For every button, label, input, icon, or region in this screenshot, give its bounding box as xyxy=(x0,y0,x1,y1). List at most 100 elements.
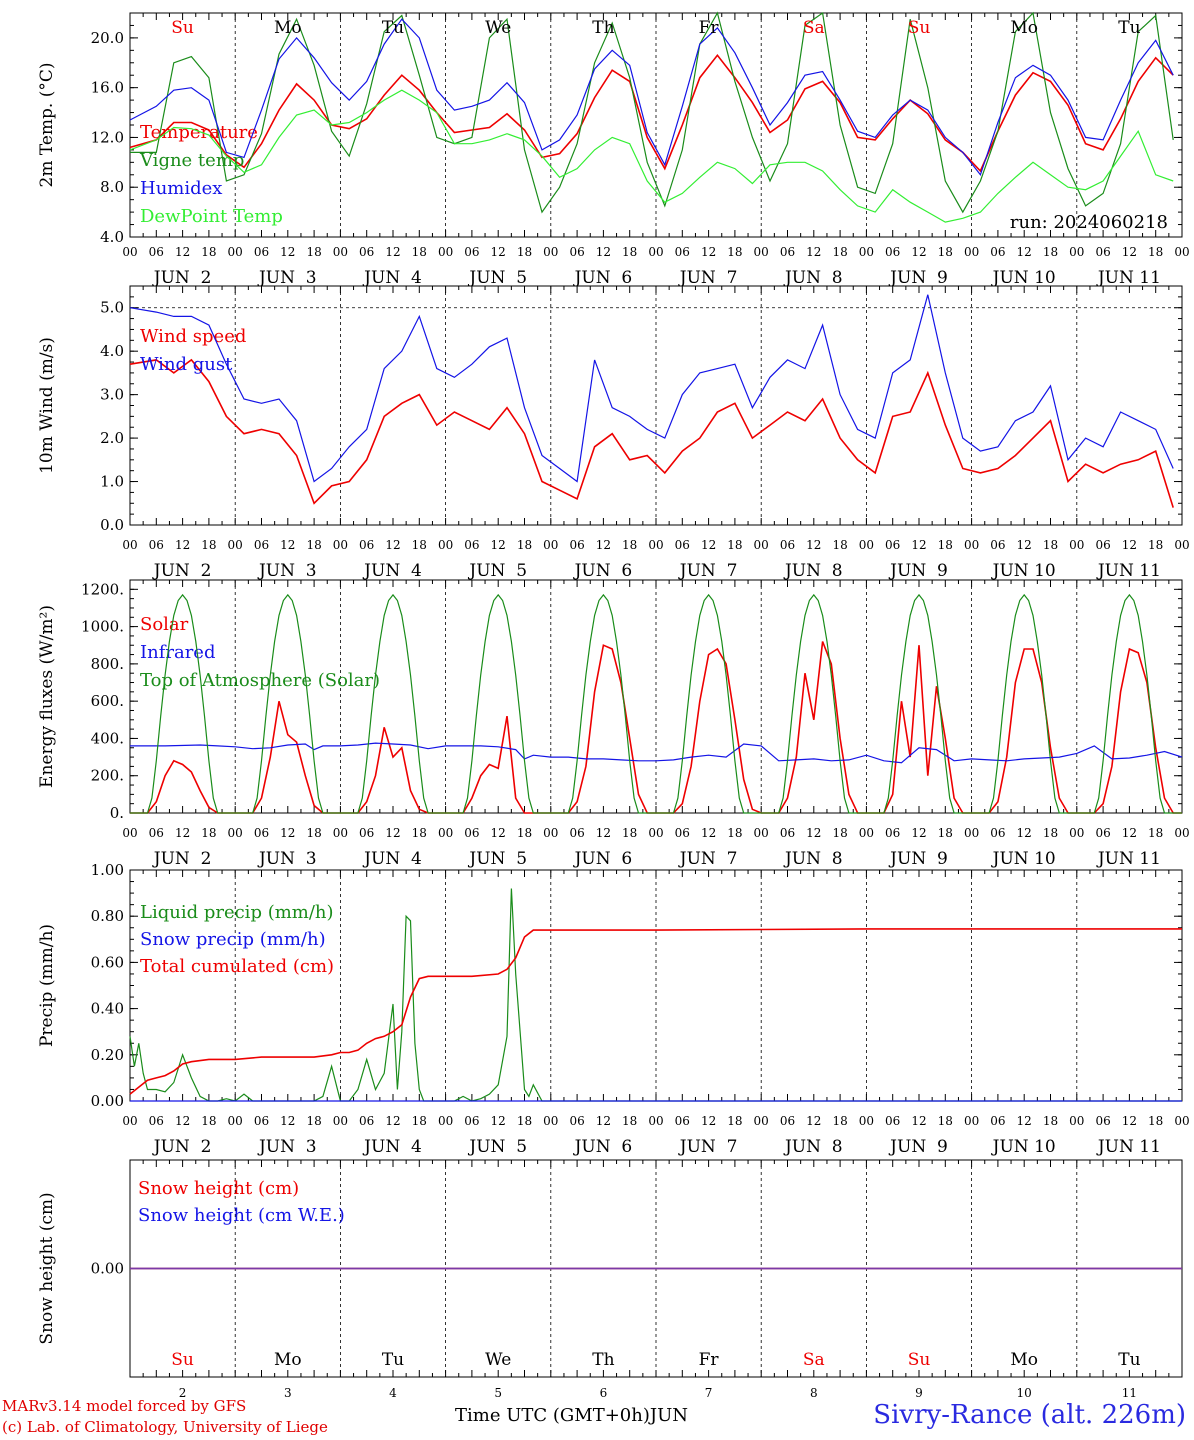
x-tick-label: 06 xyxy=(569,538,584,552)
y-tick-label: 0.00 xyxy=(91,1092,124,1110)
x-tick-label: 12 xyxy=(911,1114,926,1128)
x-tick-label: 18 xyxy=(832,245,847,259)
x-tick-label: 18 xyxy=(201,538,216,552)
x-tick-label: 18 xyxy=(622,1114,637,1128)
x-tick-label: 12 xyxy=(596,1114,611,1128)
x-tick-label: 00 xyxy=(228,245,243,259)
x-tick-label: 06 xyxy=(990,1114,1005,1128)
day-of-week-label: Fr xyxy=(699,1350,720,1370)
y-axis-label: 10m Wind (m/s) xyxy=(37,337,57,474)
x-tick-label: 18 xyxy=(517,245,532,259)
y-axis-label: 2m Temp. (°C) xyxy=(37,62,57,187)
x-tick-label: 06 xyxy=(675,1114,690,1128)
date-label: JUN 5 xyxy=(467,268,527,288)
x-tick-label: 06 xyxy=(1095,245,1110,259)
day-of-week-label: Mo xyxy=(1010,1350,1038,1370)
x-tick-label: 00 xyxy=(228,538,243,552)
x-tick-label: 12 xyxy=(175,245,190,259)
lab-credit: (c) Lab. of Climatology, University of L… xyxy=(2,1418,328,1436)
date-label: JUN 3 xyxy=(257,561,317,581)
x-tick-label: 12 xyxy=(1122,245,1137,259)
day-number-label: 6 xyxy=(600,1386,608,1400)
x-tick-label: 18 xyxy=(832,1114,847,1128)
date-label: JUN 6 xyxy=(573,561,633,581)
x-tick-label: 00 xyxy=(754,1114,769,1128)
x-tick-label: 06 xyxy=(675,245,690,259)
x-tick-label: 06 xyxy=(675,826,690,840)
x-tick-label: 18 xyxy=(412,826,427,840)
x-tick-label: 18 xyxy=(1043,245,1058,259)
day-of-week-label: Mo xyxy=(1010,18,1038,38)
date-label: JUN 8 xyxy=(783,268,843,288)
x-tick-label: 12 xyxy=(701,245,716,259)
x-tick-label: 18 xyxy=(306,1114,321,1128)
x-tick-label: 12 xyxy=(1122,826,1137,840)
day-of-week-label: Mo xyxy=(274,1350,302,1370)
y-axis-label: Energy fluxes (W/m²) xyxy=(37,605,57,788)
x-tick-label: 12 xyxy=(1122,538,1137,552)
x-tick-label: 12 xyxy=(1122,1114,1137,1128)
legend-entry: Snow precip (mm/h) xyxy=(140,929,326,950)
x-tick-label: 06 xyxy=(359,1114,374,1128)
y-tick-label: 4.0 xyxy=(100,228,124,246)
date-label: JUN 9 xyxy=(888,849,948,869)
x-tick-label: 06 xyxy=(149,826,164,840)
x-tick-label: 06 xyxy=(254,1114,269,1128)
day-of-week-label: Tu xyxy=(382,1350,404,1370)
x-tick-label: 00 xyxy=(1174,1114,1189,1128)
x-tick-label: 00 xyxy=(648,1114,663,1128)
date-label: JUN 11 xyxy=(1096,1137,1161,1157)
x-tick-label: 18 xyxy=(727,245,742,259)
date-label: JUN 3 xyxy=(257,849,317,869)
x-tick-label: 12 xyxy=(1017,826,1032,840)
x-tick-label: 00 xyxy=(859,1114,874,1128)
x-tick-label: 12 xyxy=(175,538,190,552)
x-tick-label: 18 xyxy=(938,245,953,259)
x-tick-label: 06 xyxy=(359,538,374,552)
day-number-label: 2 xyxy=(179,1386,187,1400)
day-number-label: 4 xyxy=(389,1386,397,1400)
x-tick-label: 18 xyxy=(1148,538,1163,552)
x-tick-label: 06 xyxy=(149,1114,164,1128)
day-of-week-label: Tu xyxy=(1118,1350,1140,1370)
x-tick-label: 06 xyxy=(464,1114,479,1128)
panel-frame-temp xyxy=(129,12,1183,238)
x-tick-label: 00 xyxy=(1174,826,1189,840)
x-tick-label: 00 xyxy=(648,826,663,840)
date-label: JUN 7 xyxy=(678,849,738,869)
date-label: JUN 2 xyxy=(152,561,212,581)
x-tick-label: 06 xyxy=(885,1114,900,1128)
x-tick-label: 06 xyxy=(464,245,479,259)
x-tick-label: 06 xyxy=(885,826,900,840)
series-line-liquid-precip-mm-h- xyxy=(129,888,1182,1102)
date-label: JUN 6 xyxy=(573,1137,633,1157)
x-tick-label: 12 xyxy=(806,826,821,840)
x-tick-label: 18 xyxy=(517,1114,532,1128)
x-tick-label: 06 xyxy=(675,538,690,552)
x-tick-label: 12 xyxy=(911,826,926,840)
x-tick-label: 18 xyxy=(832,826,847,840)
y-tick-label: 0.80 xyxy=(91,907,124,925)
x-tick-label: 12 xyxy=(701,1114,716,1128)
x-tick-label: 00 xyxy=(333,826,348,840)
x-tick-label: 18 xyxy=(622,826,637,840)
x-tick-label: 06 xyxy=(464,538,479,552)
x-tick-label: 06 xyxy=(464,826,479,840)
x-tick-label: 06 xyxy=(990,826,1005,840)
x-tick-label: 18 xyxy=(1148,826,1163,840)
x-tick-label: 12 xyxy=(806,1114,821,1128)
date-label: JUN 11 xyxy=(1096,561,1161,581)
day-of-week-label: Th xyxy=(592,18,614,38)
x-tick-label: 12 xyxy=(911,538,926,552)
x-tick-label: 12 xyxy=(806,538,821,552)
series-line-humidex xyxy=(129,18,1174,177)
legend-entry: Infrared xyxy=(140,642,215,663)
date-label: JUN 9 xyxy=(888,268,948,288)
x-tick-label: 18 xyxy=(517,538,532,552)
x-tick-label: 12 xyxy=(1017,245,1032,259)
x-tick-label: 12 xyxy=(491,1114,506,1128)
day-of-week-label: Th xyxy=(592,1350,614,1370)
x-tick-label: 12 xyxy=(1017,1114,1032,1128)
x-tick-label: 00 xyxy=(964,538,979,552)
x-tick-label: 00 xyxy=(122,1114,137,1128)
